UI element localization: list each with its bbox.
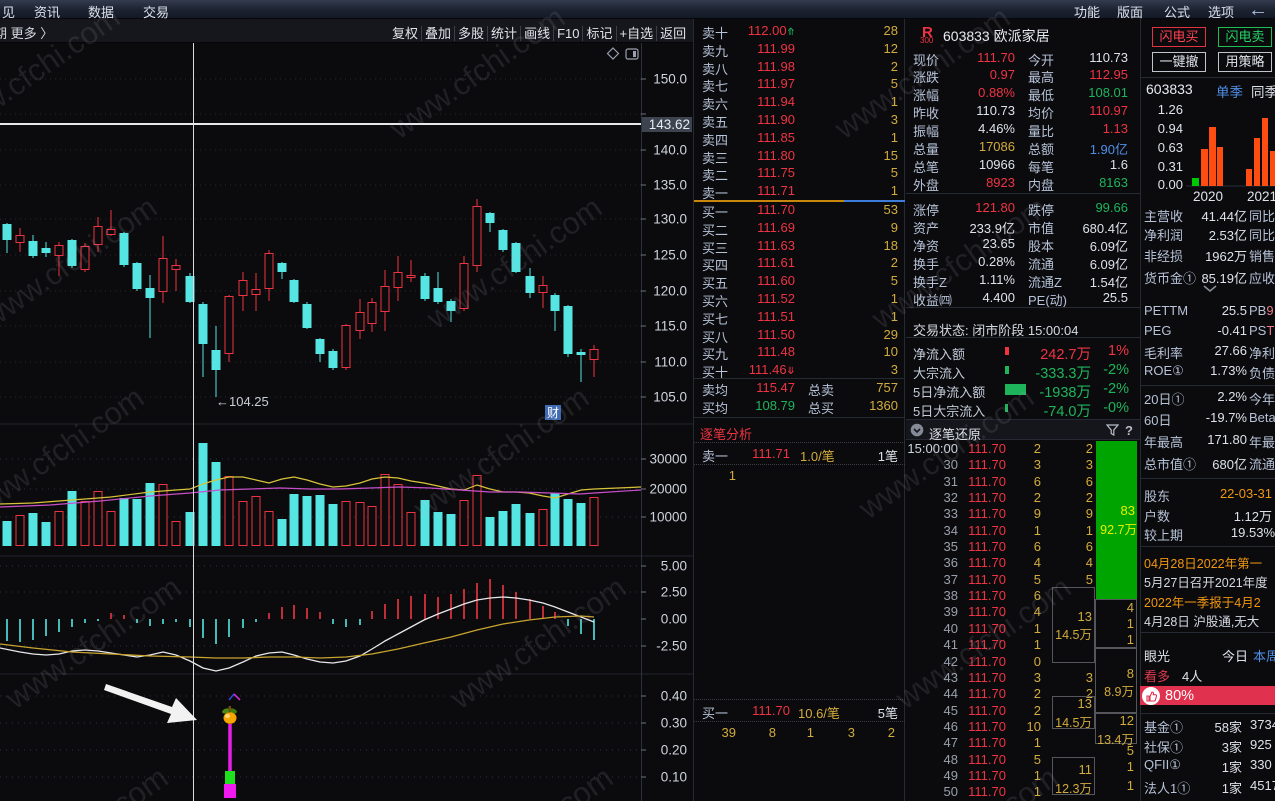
svg-text:150.0: 150.0 bbox=[653, 72, 687, 87]
svg-text:120.0: 120.0 bbox=[653, 284, 687, 299]
svg-text:115.0: 115.0 bbox=[654, 319, 687, 334]
svg-text:←104.25: ←104.25 bbox=[216, 394, 269, 409]
svg-text:105.0: 105.0 bbox=[653, 390, 687, 405]
svg-text:-2.50: -2.50 bbox=[656, 639, 687, 654]
svg-text:0.20: 0.20 bbox=[661, 743, 687, 758]
svg-text:125.0: 125.0 bbox=[653, 248, 687, 263]
svg-text:110.0: 110.0 bbox=[654, 355, 687, 370]
svg-text:130.0: 130.0 bbox=[653, 212, 687, 227]
svg-text:135.0: 135.0 bbox=[653, 178, 687, 193]
svg-text:20000: 20000 bbox=[649, 482, 687, 497]
svg-text:0.00: 0.00 bbox=[1158, 177, 1183, 192]
svg-text:140.0: 140.0 bbox=[653, 143, 687, 158]
svg-text:1.26: 1.26 bbox=[1158, 102, 1183, 117]
svg-text:143.62: 143.62 bbox=[649, 117, 690, 132]
svg-text:2021: 2021 bbox=[1247, 189, 1275, 203]
svg-text:0.10: 0.10 bbox=[661, 770, 687, 785]
svg-text:5.00: 5.00 bbox=[661, 559, 687, 574]
svg-text:0.31: 0.31 bbox=[1158, 159, 1183, 174]
svg-text:2020: 2020 bbox=[1193, 189, 1223, 203]
svg-text:0.94: 0.94 bbox=[1158, 121, 1183, 136]
svg-text:10000: 10000 bbox=[649, 510, 687, 525]
svg-text:0.00: 0.00 bbox=[661, 612, 687, 627]
svg-text:0.63: 0.63 bbox=[1158, 140, 1183, 155]
svg-text:30000: 30000 bbox=[649, 452, 687, 467]
svg-text:2.50: 2.50 bbox=[661, 585, 687, 600]
svg-text:0.40: 0.40 bbox=[661, 689, 687, 704]
svg-text:财: 财 bbox=[547, 406, 559, 420]
svg-text:0.30: 0.30 bbox=[661, 716, 687, 731]
